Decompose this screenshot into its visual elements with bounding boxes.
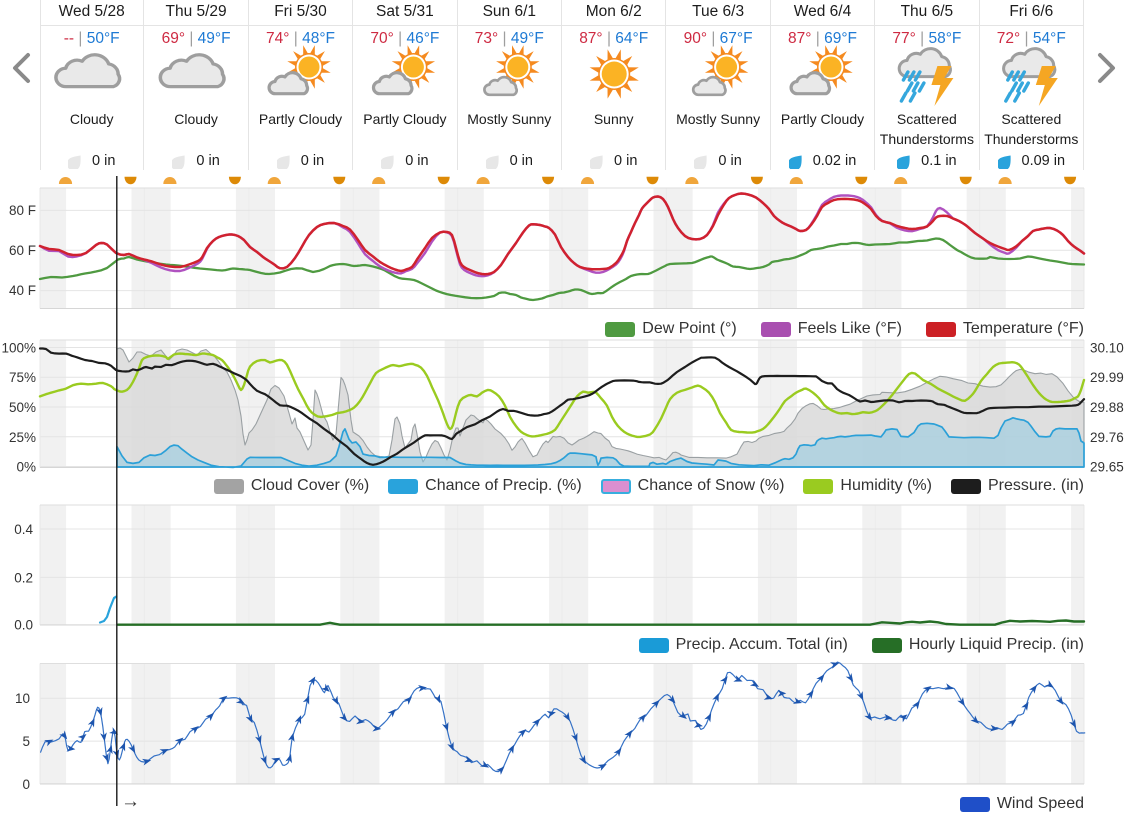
svg-text:0.4: 0.4 (14, 522, 33, 537)
svg-text:30.10: 30.10 (1090, 341, 1124, 356)
svg-text:100%: 100% (1, 341, 36, 356)
svg-text:10: 10 (15, 691, 30, 706)
svg-text:0.2: 0.2 (14, 570, 33, 585)
svg-text:29.99: 29.99 (1090, 370, 1124, 385)
svg-text:29.76: 29.76 (1090, 430, 1124, 445)
svg-text:40 F: 40 F (9, 283, 36, 298)
svg-text:29.88: 29.88 (1090, 400, 1124, 415)
svg-text:75%: 75% (9, 370, 36, 385)
svg-text:0: 0 (22, 777, 30, 792)
svg-text:29.65: 29.65 (1090, 460, 1124, 475)
svg-text:0%: 0% (16, 460, 36, 475)
svg-text:0.0: 0.0 (14, 618, 33, 633)
svg-text:50%: 50% (9, 400, 36, 415)
svg-text:5: 5 (22, 734, 30, 749)
svg-text:80 F: 80 F (9, 203, 36, 218)
svg-text:60 F: 60 F (9, 243, 36, 258)
svg-text:25%: 25% (9, 430, 36, 445)
